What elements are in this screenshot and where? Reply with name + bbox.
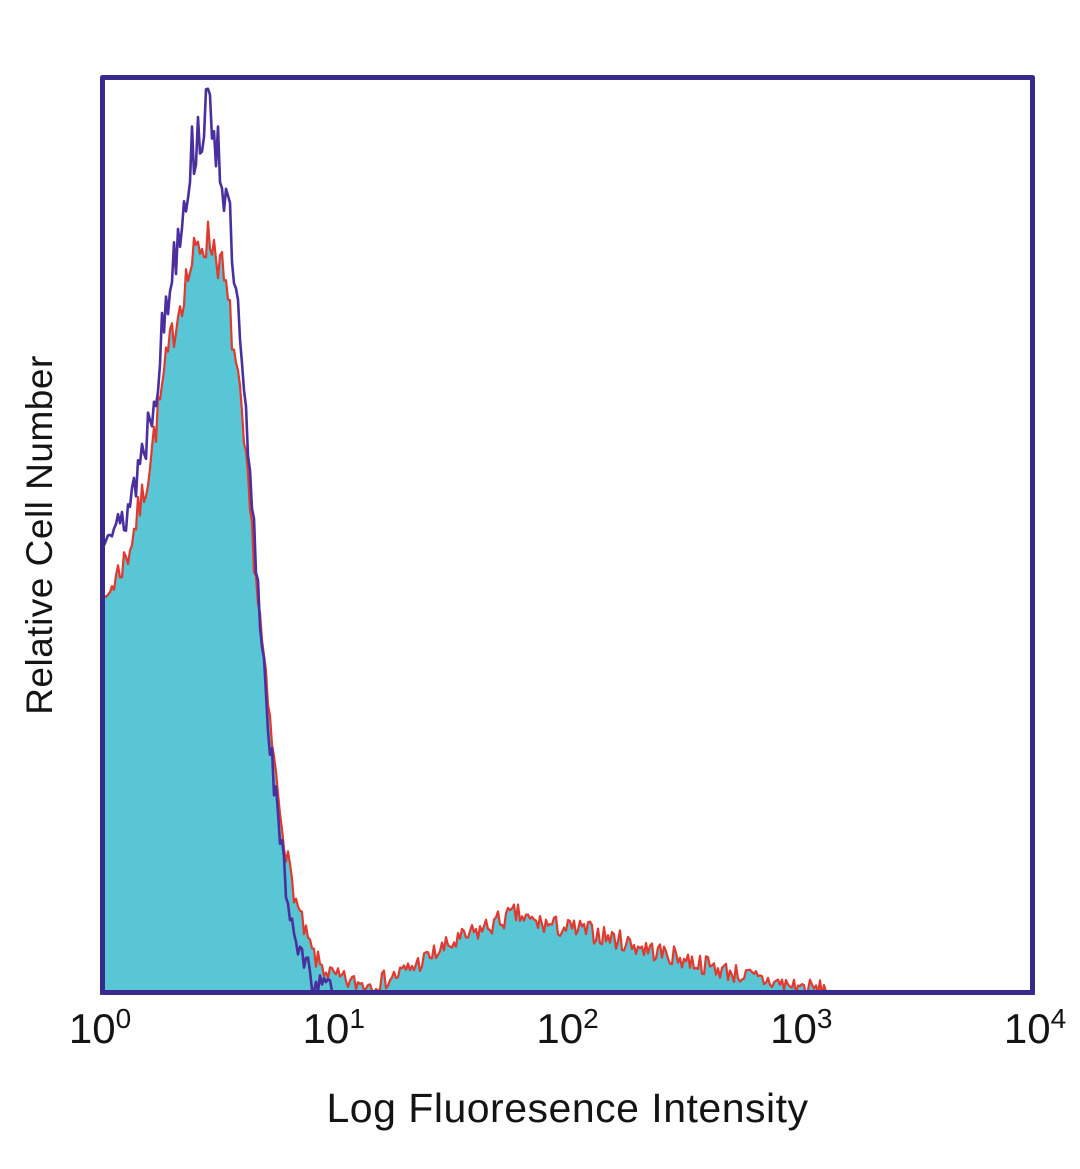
- x-axis-label: Log Fluoresence Intensity: [326, 1085, 809, 1131]
- x-tick-label: 102: [536, 1003, 599, 1053]
- plot-area: [100, 75, 1035, 995]
- x-tick-label: 101: [302, 1003, 365, 1053]
- x-tick-label: 103: [770, 1003, 833, 1053]
- x-axis-tick-labels: 100 101 102 103 104: [69, 1003, 1066, 1069]
- x-tick-label: 100: [68, 1003, 132, 1053]
- y-axis-label-container: Relative Cell Number: [0, 75, 80, 995]
- x-tick-label: 104: [1003, 1003, 1067, 1053]
- histogram-canvas: [100, 75, 1035, 995]
- y-axis-label: Relative Cell Number: [19, 355, 61, 715]
